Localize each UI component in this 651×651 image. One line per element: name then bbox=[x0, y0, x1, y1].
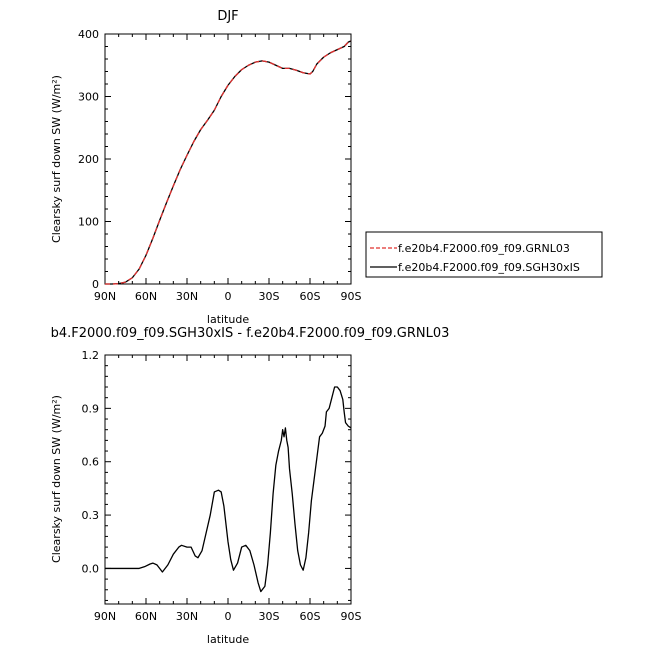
bottom-y-tick-label: 0.0 bbox=[82, 562, 100, 575]
bottom-series bbox=[105, 386, 352, 593]
top-series-line-sgh30xis bbox=[105, 40, 352, 285]
top-panel: DJF 90N 60N 30N 0 30S 60S 90S 0 100 200 300 400 lat… bbox=[50, 9, 362, 326]
top-y-tick-label: 0 bbox=[92, 278, 99, 291]
top-x-tick-label: 90S bbox=[341, 290, 362, 303]
bottom-x-tick-label: 30S bbox=[259, 610, 280, 623]
top-x-tick-label: 0 bbox=[225, 290, 232, 303]
top-ticks: 90N 60N 30N 0 30S 60S 90S 0 100 200 300 400 bbox=[78, 28, 362, 303]
legend-box bbox=[365, 231, 603, 278]
bottom-x-tick-label: 60N bbox=[135, 610, 157, 623]
top-chart-title: DJF bbox=[217, 9, 238, 24]
top-y-tick-label: 400 bbox=[78, 28, 99, 41]
top-x-tick-label: 90N bbox=[94, 290, 116, 303]
bottom-x-tick-label: 0 bbox=[225, 610, 232, 623]
top-x-tick-label: 30S bbox=[259, 290, 280, 303]
legend: f.e20b4.F2000.f09_f09.GRNL03 f.e20b4.F20… bbox=[365, 231, 603, 278]
top-x-tick-label: 60N bbox=[135, 290, 157, 303]
legend-label-grnl03: f.e20b4.F2000.f09_f09.GRNL03 bbox=[398, 242, 570, 255]
top-y-tick-label: 200 bbox=[78, 153, 99, 166]
bottom-ticks: 90N 60N 30N 0 30S 60S 90S 0.0 0.3 0.6 0.9 1.2 bbox=[82, 349, 362, 623]
bottom-y-tick-label: 0.9 bbox=[82, 402, 100, 415]
bottom-panel: b4.F2000.f09_f09.SGH30xIS - f.e20b4.F200… bbox=[50, 326, 449, 646]
bottom-x-tick-label: 90S bbox=[341, 610, 362, 623]
top-series bbox=[105, 40, 352, 285]
top-x-tick-label: 60S bbox=[300, 290, 321, 303]
legend-label-sgh30xis: f.e20b4.F2000.f09_f09.SGH30xIS bbox=[398, 261, 580, 274]
bottom-y-tick-label: 0.6 bbox=[82, 456, 100, 469]
bottom-y-tick-label: 1.2 bbox=[82, 349, 100, 362]
bottom-series-line-difference bbox=[105, 386, 352, 593]
top-series-line-grnl03 bbox=[105, 40, 352, 285]
top-y-tick-label: 300 bbox=[78, 91, 99, 104]
bottom-x-axis-label: latitude bbox=[207, 633, 249, 646]
top-y-axis-label: Clearsky surf down SW (W/m²) bbox=[50, 75, 63, 243]
bottom-x-tick-label: 90N bbox=[94, 610, 116, 623]
bottom-x-tick-label: 60S bbox=[300, 610, 321, 623]
bottom-x-tick-label: 30N bbox=[176, 610, 198, 623]
top-plot-frame bbox=[104, 33, 352, 285]
bottom-y-axis-label: Clearsky surf down SW (W/m²) bbox=[50, 395, 63, 563]
top-y-tick-label: 100 bbox=[78, 216, 99, 229]
top-x-axis-label: latitude bbox=[207, 313, 249, 326]
bottom-chart-title: b4.F2000.f09_f09.SGH30xIS - f.e20b4.F200… bbox=[51, 326, 450, 341]
bottom-y-tick-label: 0.3 bbox=[82, 509, 100, 522]
top-x-tick-label: 30N bbox=[176, 290, 198, 303]
